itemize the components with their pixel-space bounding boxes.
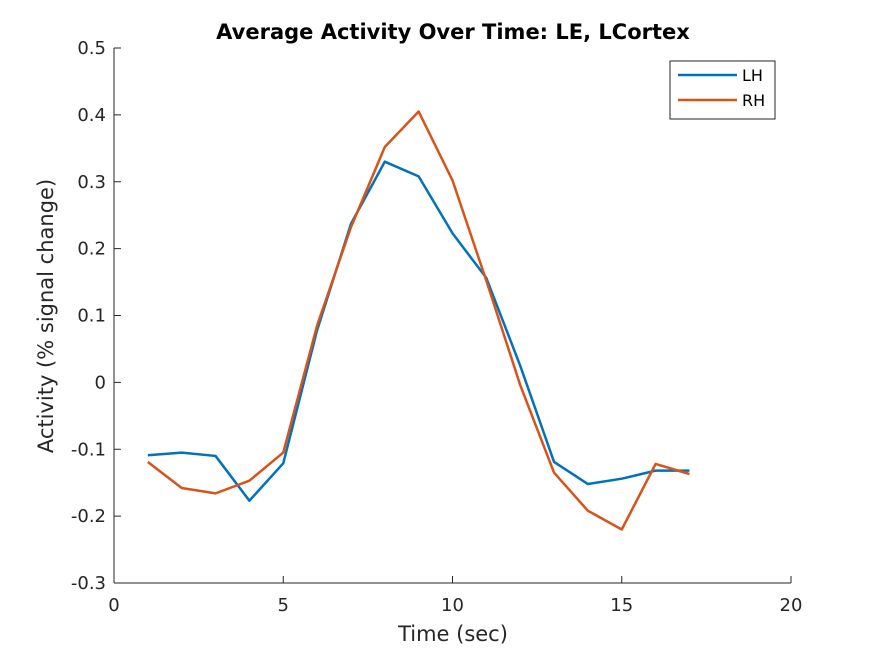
- y-axis-title: Activity (% signal change): [34, 179, 58, 453]
- series-line-lh: [147, 160, 690, 502]
- x-tick-label: 0: [108, 595, 119, 616]
- y-tick-label: 0: [95, 372, 106, 393]
- y-tick-label: 0.5: [77, 38, 106, 59]
- y-tick-label: -0.3: [71, 573, 106, 594]
- series-line-rh: [147, 110, 690, 531]
- y-tick-label: 0.1: [77, 306, 106, 327]
- axes-layer: 0 5 10 15 20 -0.3 -0.2 -0.1 0 0.1 0.2 0.3 0.4 0.5: [71, 38, 803, 616]
- x-tick-label: 20: [780, 595, 803, 616]
- y-tick-label: 0.2: [77, 239, 106, 260]
- x-tick-label: 15: [610, 595, 633, 616]
- series-layer: [147, 110, 690, 531]
- legend-label-lh: LH: [742, 66, 763, 85]
- legend-label-rh: RH: [742, 91, 765, 110]
- legend-box: [669, 60, 776, 120]
- legend: LH RH: [669, 60, 776, 120]
- x-tick-label: 5: [278, 595, 289, 616]
- y-tick-label: -0.1: [71, 439, 106, 460]
- chart-title: Average Activity Over Time: LE, LCortex: [216, 20, 690, 44]
- y-tick-label: -0.2: [71, 506, 106, 527]
- y-tick-label: 0.3: [77, 172, 106, 193]
- y-tick-label: 0.4: [77, 105, 106, 126]
- x-axis-title: Time (sec): [397, 622, 508, 646]
- x-tick-label: 10: [441, 595, 464, 616]
